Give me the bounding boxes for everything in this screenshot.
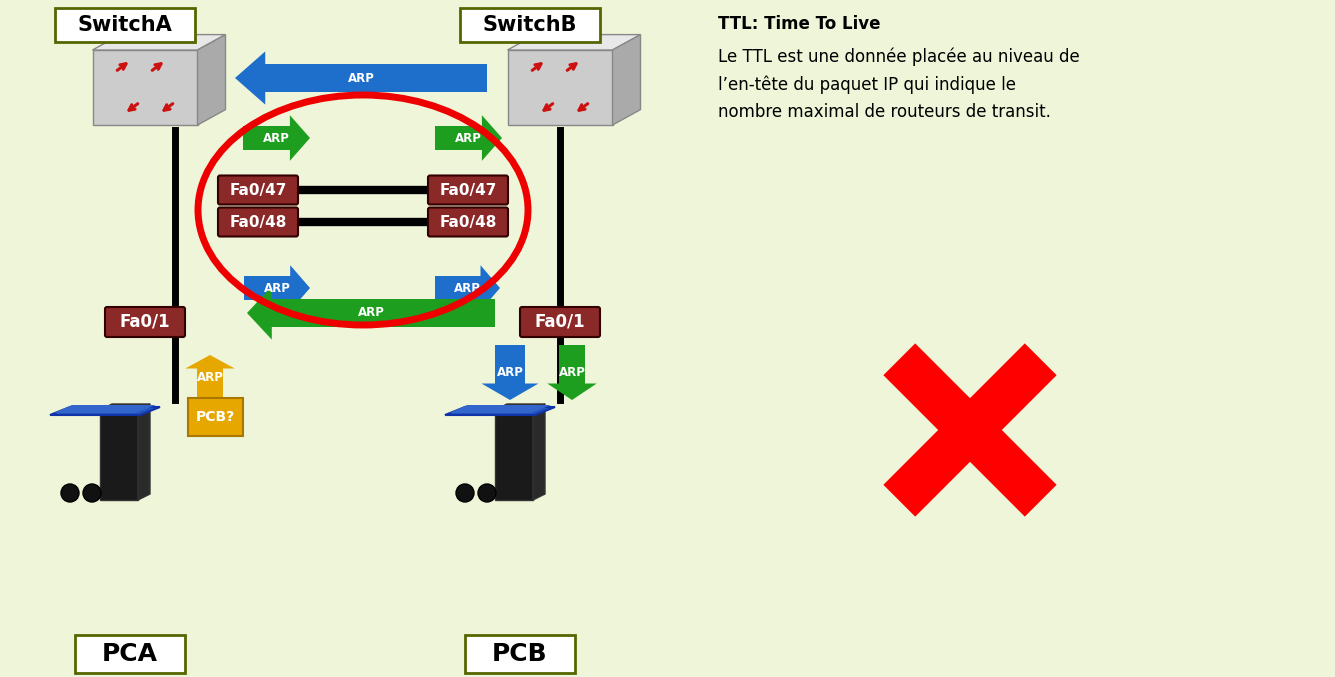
Polygon shape bbox=[100, 410, 138, 500]
Text: Le TTL est une donnée placée au niveau de: Le TTL est une donnée placée au niveau d… bbox=[718, 47, 1080, 66]
FancyBboxPatch shape bbox=[465, 635, 575, 673]
Text: PCB: PCB bbox=[493, 642, 547, 666]
Polygon shape bbox=[138, 404, 150, 500]
Polygon shape bbox=[49, 407, 160, 415]
Text: ARP: ARP bbox=[263, 282, 291, 294]
Text: ARP: ARP bbox=[358, 307, 384, 320]
Polygon shape bbox=[235, 51, 487, 105]
Polygon shape bbox=[507, 35, 641, 50]
Polygon shape bbox=[495, 404, 545, 410]
FancyBboxPatch shape bbox=[429, 175, 509, 204]
Polygon shape bbox=[435, 115, 502, 161]
Text: PCB?: PCB? bbox=[195, 410, 235, 424]
Text: Fa0/48: Fa0/48 bbox=[230, 215, 287, 230]
FancyBboxPatch shape bbox=[218, 207, 298, 236]
Text: ARP: ARP bbox=[347, 72, 374, 85]
Polygon shape bbox=[100, 404, 150, 410]
Polygon shape bbox=[495, 410, 533, 500]
Text: Fa0/47: Fa0/47 bbox=[230, 183, 287, 198]
Text: Fa0/1: Fa0/1 bbox=[120, 313, 171, 331]
Polygon shape bbox=[507, 50, 613, 125]
Polygon shape bbox=[92, 35, 226, 50]
FancyBboxPatch shape bbox=[884, 343, 1056, 517]
Polygon shape bbox=[445, 407, 555, 415]
Text: ARP: ARP bbox=[196, 371, 223, 384]
Text: TTL: Time To Live: TTL: Time To Live bbox=[718, 15, 881, 33]
Polygon shape bbox=[613, 35, 641, 125]
Polygon shape bbox=[243, 115, 310, 161]
Text: SwitchA: SwitchA bbox=[77, 15, 172, 35]
Text: ARP: ARP bbox=[263, 131, 290, 144]
Text: ARP: ARP bbox=[454, 282, 481, 294]
FancyBboxPatch shape bbox=[884, 343, 1056, 517]
Polygon shape bbox=[92, 50, 198, 125]
FancyBboxPatch shape bbox=[218, 175, 298, 204]
Text: ARP: ARP bbox=[558, 366, 586, 379]
Polygon shape bbox=[547, 345, 597, 400]
FancyBboxPatch shape bbox=[75, 635, 186, 673]
FancyBboxPatch shape bbox=[521, 307, 599, 337]
FancyBboxPatch shape bbox=[105, 307, 186, 337]
FancyBboxPatch shape bbox=[55, 8, 195, 42]
Circle shape bbox=[83, 484, 101, 502]
Polygon shape bbox=[247, 286, 495, 340]
Text: ARP: ARP bbox=[455, 131, 482, 144]
Text: SwitchB: SwitchB bbox=[483, 15, 577, 35]
FancyBboxPatch shape bbox=[429, 207, 509, 236]
Polygon shape bbox=[449, 405, 551, 413]
Polygon shape bbox=[53, 405, 156, 413]
Polygon shape bbox=[244, 265, 310, 311]
Text: Fa0/1: Fa0/1 bbox=[535, 313, 585, 331]
FancyBboxPatch shape bbox=[188, 398, 243, 436]
Text: nombre maximal de routeurs de transit.: nombre maximal de routeurs de transit. bbox=[718, 103, 1051, 121]
Text: l’en-tête du paquet IP qui indique le: l’en-tête du paquet IP qui indique le bbox=[718, 75, 1016, 93]
Polygon shape bbox=[198, 35, 226, 125]
Polygon shape bbox=[435, 265, 501, 311]
Polygon shape bbox=[533, 404, 545, 500]
Text: Fa0/48: Fa0/48 bbox=[439, 215, 497, 230]
FancyBboxPatch shape bbox=[461, 8, 599, 42]
Text: PCA: PCA bbox=[101, 642, 158, 666]
Text: ARP: ARP bbox=[497, 366, 523, 379]
Circle shape bbox=[457, 484, 474, 502]
Polygon shape bbox=[482, 345, 538, 400]
Circle shape bbox=[478, 484, 497, 502]
Circle shape bbox=[61, 484, 79, 502]
Polygon shape bbox=[186, 355, 235, 400]
Text: Fa0/47: Fa0/47 bbox=[439, 183, 497, 198]
